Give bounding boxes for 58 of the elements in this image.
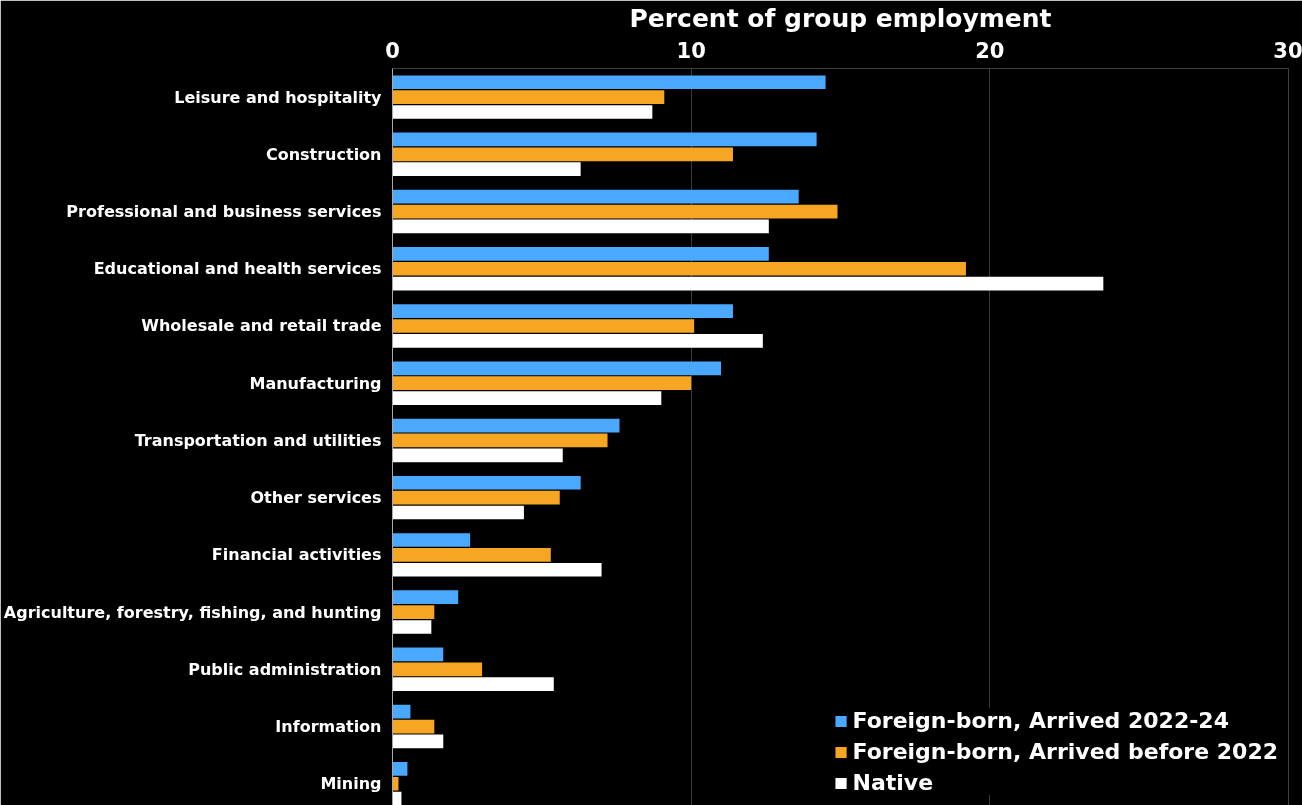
- x-tick-label: 30: [1273, 38, 1302, 63]
- bar: [392, 105, 653, 119]
- bar: [392, 319, 695, 333]
- bar: [392, 391, 662, 405]
- bar: [392, 90, 665, 104]
- bar: [392, 734, 444, 749]
- bar: [392, 304, 733, 318]
- bar: [392, 75, 826, 90]
- bar: [392, 533, 471, 547]
- y-tick-label: Information: [275, 717, 382, 737]
- bar: [392, 247, 769, 261]
- bar: [392, 147, 733, 162]
- bar: [392, 433, 608, 448]
- bar: [392, 418, 620, 433]
- legend-label: Foreign-born, Arrived before 2022: [852, 739, 1278, 764]
- x-tick-label: 0: [385, 38, 400, 63]
- bar: [392, 376, 692, 391]
- bar: [392, 505, 524, 520]
- bar: [392, 548, 551, 562]
- legend-label: Native: [852, 770, 934, 795]
- y-tick-label: Leisure and hospitality: [174, 87, 383, 107]
- bar: [392, 562, 602, 577]
- legend-label: Foreign-born, Arrived 2022-24: [852, 708, 1229, 733]
- y-tick-label: Agriculture, forestry, fishing, and hunting: [3, 602, 382, 622]
- bar: [392, 605, 435, 619]
- bar: [392, 590, 459, 605]
- y-tick-label: Manufacturing: [249, 373, 382, 393]
- bar: [392, 132, 817, 147]
- bar: [392, 490, 560, 505]
- x-axis-title: Percent of group employment: [629, 3, 1052, 33]
- y-tick-label: Professional and business services: [66, 202, 382, 222]
- y-tick-label: Public administration: [188, 659, 382, 679]
- bar: [392, 647, 444, 662]
- bar: [392, 762, 408, 776]
- y-tick-label: Mining: [320, 774, 382, 794]
- bar: [392, 448, 563, 463]
- bar: [392, 204, 838, 219]
- bar: [392, 276, 1104, 291]
- bar: [392, 361, 722, 376]
- bar: [392, 620, 432, 634]
- y-tick-label: Educational and health services: [93, 259, 382, 279]
- bar: [392, 662, 483, 677]
- y-tick-label: Wholesale and retail trade: [141, 316, 382, 336]
- bar: [392, 219, 769, 234]
- x-tick-label: 10: [676, 38, 706, 63]
- bar: [392, 261, 966, 276]
- y-tick-label: Construction: [265, 144, 382, 164]
- bar: [392, 334, 763, 348]
- bar: [392, 704, 411, 719]
- y-tick-label: Other services: [250, 488, 382, 508]
- bar: [392, 677, 554, 692]
- bar: [392, 719, 435, 734]
- x-tick-label: 20: [975, 38, 1005, 63]
- bar: [392, 162, 581, 177]
- y-tick-label: Financial activities: [211, 545, 382, 565]
- y-tick-label: Transportation and utilities: [134, 430, 382, 450]
- bar: [392, 189, 799, 204]
- bar: [392, 475, 581, 490]
